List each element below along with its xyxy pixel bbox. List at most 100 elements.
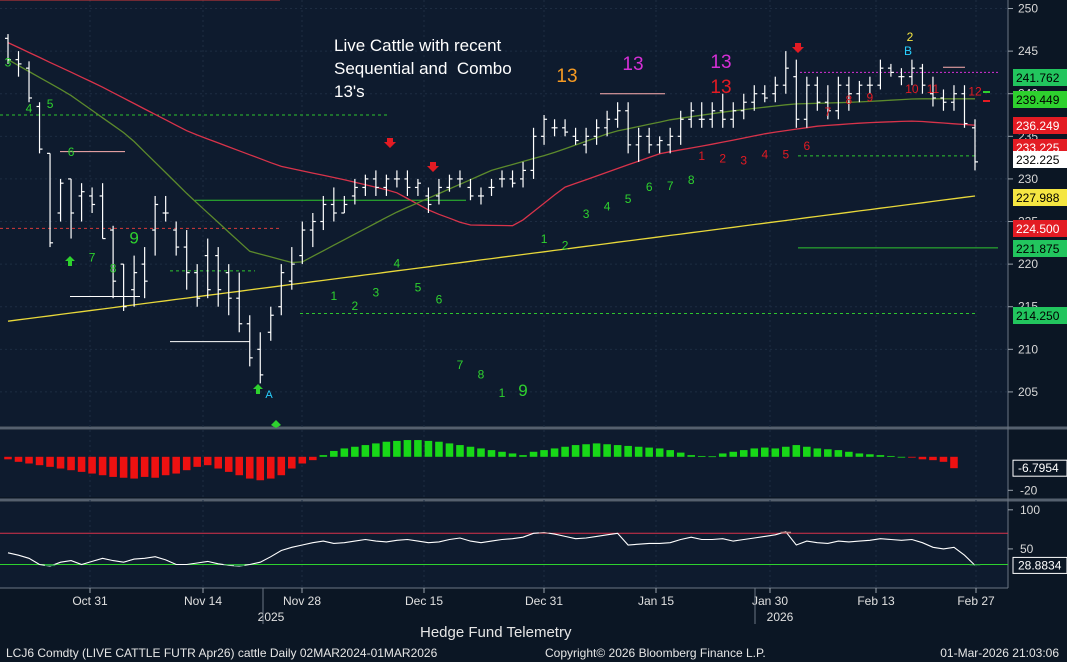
oscillator-bar [834,450,843,457]
oscillator-bar [855,453,864,457]
price-tick-label: 250 [1018,2,1038,16]
oscillator-bar [613,445,622,457]
year-label: 2025 [258,610,285,624]
time-tick-label: Oct 31 [72,594,108,608]
oscillator-bar [582,444,590,457]
oscillator-bar [561,446,569,457]
countdown-label: 7 [825,105,832,119]
price-tick-label: 245 [1018,44,1038,58]
price-label-text: 221.875 [1016,242,1060,256]
sell-arrow-icon [792,43,804,53]
oscillator-bar [266,456,275,479]
price-label-text: 236.249 [1016,119,1060,133]
rsi-tick-label: 50 [1020,542,1034,556]
oscillator-bar [571,445,580,457]
oscillator-bar [109,456,117,477]
oscillator-bar [214,456,223,469]
time-tick-label: Dec 15 [405,594,443,608]
thirteen-label: 13 [556,66,577,87]
oscillator-bar [309,456,317,461]
moving-average-medium [7,42,976,227]
oscillator-bar [760,447,769,457]
oscillator-bar [203,456,212,466]
axis-panel-bg [0,588,1008,616]
price-label-text: 224.500 [1016,222,1060,236]
oscillator-bar [918,456,927,460]
countdown-label: 5 [782,147,789,161]
price-label-box [1013,220,1067,237]
time-tick-label: Nov 14 [184,594,222,608]
oscillator-bar [161,456,170,476]
oscillator-bar [718,453,727,457]
setup-count-label: 7 [89,251,96,265]
buy-arrow-icon [253,384,263,394]
oscillator-label-box [1012,459,1067,477]
price-label-box [1013,307,1067,324]
oscillator-bar [540,450,548,457]
oscillator-bar [330,450,338,457]
setup-count-label: 5 [47,97,54,111]
oscillator-bar [487,450,496,457]
countdown-label: 11 [927,82,940,96]
timestamp: 01-Mar-2026 21:03:06 [940,646,1059,660]
oscillator-bar [182,456,191,471]
oscillator-bar [939,456,948,462]
setup-count-label: 7 [667,179,674,193]
setup-count-label: 2 [907,30,914,44]
oscillator-bar [750,448,759,457]
countdown-label: 8 [846,93,853,107]
setup-count-label: 4 [26,101,33,115]
oscillator-bar [824,449,832,457]
oscillator-bar [655,448,664,457]
setup-count-label: 5 [625,192,632,206]
buy-arrow-icon [65,256,75,266]
oscillator-bar [519,455,527,457]
moving-average-short [7,59,975,264]
countdown-label: 1 [698,149,705,163]
oscillator-bar [687,455,695,457]
oscillator-bar [666,450,674,457]
oscillator-bar [803,446,811,457]
countdown-label: 2 [719,152,726,166]
oscillator-bar [224,456,233,472]
oscillator-bar [25,456,33,464]
oscillator-bar [456,445,464,457]
time-tick-label: Nov 28 [283,594,321,608]
setup-count-label: 1 [330,289,337,303]
oscillator-bar [14,456,23,462]
countdown-label: 4 [761,147,768,161]
price-tick-label: 210 [1018,342,1038,356]
oscillator-bar [739,450,748,457]
oscillator-bar [771,448,780,457]
oscillator-bar [393,440,401,457]
oscillator-bar [35,456,44,466]
oscillator-bar [256,456,265,481]
oscillator-bar [414,440,422,457]
oscillator-bar [245,456,254,479]
price-tick-label: 220 [1018,257,1038,271]
setup-count-label: 2 [562,239,569,253]
oscillator-bar [193,456,201,467]
price-label-box [1013,151,1067,168]
time-tick-label: Feb 13 [857,594,895,608]
setup-count-label: 6 [68,145,75,159]
oscillator-bar [634,446,643,457]
countdown-label: 3 [740,153,747,167]
security-description: LCJ6 Comdty (LIVE CATTLE FUTR Apr26) cat… [6,646,438,660]
setup-count-label: 8 [688,173,695,187]
price-label-text: 227.988 [1016,191,1060,205]
rsi-tick-label: 100 [1020,503,1040,517]
oscillator-bar [340,448,349,457]
oscillator-bar [424,440,433,457]
oscillator-panel-bg [0,430,1008,497]
setup-count-label: 7 [457,358,464,372]
setup-count-label: 3 [5,55,12,69]
oscillator-bar [929,456,937,461]
oscillator-bar [382,441,391,457]
price-label-text: 239.449 [1016,93,1060,107]
oscillator-bar [466,446,475,457]
oscillator-bar [508,453,517,457]
countdown-label: 9 [867,90,874,104]
oscillator-bar [529,451,538,457]
